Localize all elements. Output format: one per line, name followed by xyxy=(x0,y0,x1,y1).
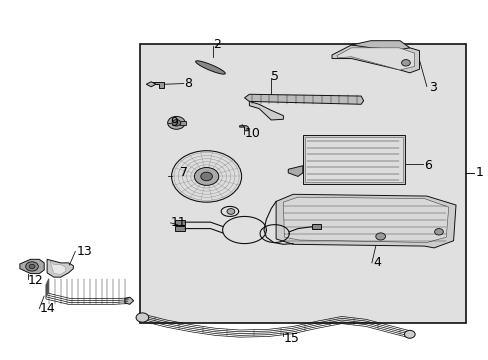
Text: 5: 5 xyxy=(271,70,279,83)
Text: 9: 9 xyxy=(170,116,178,129)
Text: 8: 8 xyxy=(183,77,191,90)
Text: 4: 4 xyxy=(372,256,381,269)
Text: 2: 2 xyxy=(212,38,220,51)
Polygon shape xyxy=(47,259,73,277)
Polygon shape xyxy=(50,261,65,274)
Polygon shape xyxy=(249,102,283,120)
Polygon shape xyxy=(146,82,156,87)
Circle shape xyxy=(26,262,38,271)
Bar xyxy=(305,137,402,182)
Bar xyxy=(175,226,185,231)
Text: 14: 14 xyxy=(39,302,55,315)
Polygon shape xyxy=(331,45,419,73)
Bar xyxy=(302,135,404,184)
Polygon shape xyxy=(287,166,302,176)
Circle shape xyxy=(226,208,234,214)
Circle shape xyxy=(171,151,241,202)
Polygon shape xyxy=(195,61,225,74)
Polygon shape xyxy=(244,94,363,104)
Polygon shape xyxy=(351,41,409,50)
Text: 3: 3 xyxy=(428,81,436,94)
Bar xyxy=(180,121,186,125)
Text: 6: 6 xyxy=(424,159,431,172)
Polygon shape xyxy=(20,259,44,274)
Text: 12: 12 xyxy=(28,274,44,287)
Text: 13: 13 xyxy=(77,245,92,258)
Circle shape xyxy=(375,233,385,240)
Circle shape xyxy=(172,120,181,126)
Polygon shape xyxy=(151,82,164,88)
Text: 1: 1 xyxy=(474,166,482,179)
Polygon shape xyxy=(283,197,448,243)
Polygon shape xyxy=(124,297,133,304)
Text: 11: 11 xyxy=(170,216,186,229)
Circle shape xyxy=(136,313,148,322)
Text: 7: 7 xyxy=(180,166,188,179)
Circle shape xyxy=(167,116,185,129)
Bar xyxy=(140,44,465,323)
Circle shape xyxy=(29,264,35,269)
Circle shape xyxy=(194,167,218,185)
Polygon shape xyxy=(336,48,414,70)
Text: 10: 10 xyxy=(244,127,260,140)
Circle shape xyxy=(404,330,414,338)
Polygon shape xyxy=(239,126,248,131)
Circle shape xyxy=(401,60,409,66)
Circle shape xyxy=(434,229,443,235)
Polygon shape xyxy=(276,194,455,248)
Bar xyxy=(175,220,185,225)
Circle shape xyxy=(201,172,212,181)
Bar xyxy=(311,224,321,229)
Text: 15: 15 xyxy=(283,333,299,346)
